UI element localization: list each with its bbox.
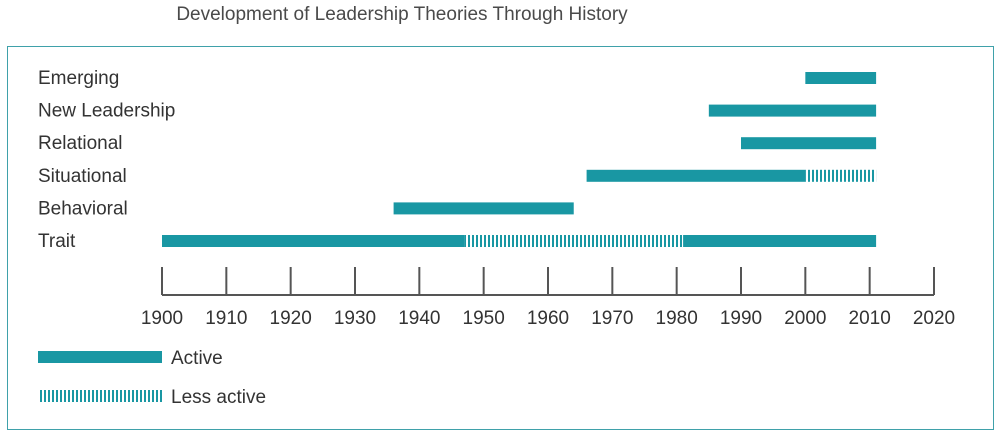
x-tick-label-1900: 1900 [141, 308, 183, 329]
x-tick-label-1920: 1920 [270, 308, 312, 329]
legend-swatch-less-active [38, 390, 162, 402]
bar-emerging-active-0 [805, 72, 877, 84]
x-tick-label-1960: 1960 [527, 308, 569, 329]
x-tick-label-1980: 1980 [656, 308, 698, 329]
category-label-emerging: Emerging [38, 68, 119, 89]
bar-situational-less-active-4 [805, 169, 877, 182]
category-label-trait: Trait [38, 231, 76, 252]
legend-label-active: Active [171, 348, 223, 369]
x-tick-label-2000: 2000 [784, 308, 826, 329]
legend-swatch-active [38, 351, 162, 363]
x-tick-label-2010: 2010 [849, 308, 891, 329]
bar-trait-less-active-7 [464, 235, 684, 247]
x-tick-label-1990: 1990 [720, 308, 762, 329]
x-tick-label-1930: 1930 [334, 308, 376, 329]
bar-relational-active-2 [741, 137, 877, 150]
category-label-situational: Situational [38, 166, 127, 187]
bar-trait-active-6 [162, 235, 465, 247]
x-tick-label-1910: 1910 [205, 308, 247, 329]
category-label-relational: Relational [38, 133, 123, 154]
chart-title: Development of Leadership Theories Throu… [176, 4, 628, 25]
x-tick-label-1950: 1950 [463, 308, 505, 329]
bar-trait-active-8 [683, 235, 877, 247]
x-tick-label-2020: 2020 [913, 308, 955, 329]
legend-label-less-active: Less active [171, 387, 266, 408]
bar-new-leadership-active-1 [708, 104, 877, 117]
category-label-new-leadership: New Leadership [38, 101, 175, 122]
x-tick-label-1970: 1970 [591, 308, 633, 329]
x-tick-label-1940: 1940 [398, 308, 440, 329]
category-label-behavioral: Behavioral [38, 198, 128, 219]
bar-situational-active-3 [586, 169, 806, 182]
bar-behavioral-active-5 [393, 202, 574, 215]
